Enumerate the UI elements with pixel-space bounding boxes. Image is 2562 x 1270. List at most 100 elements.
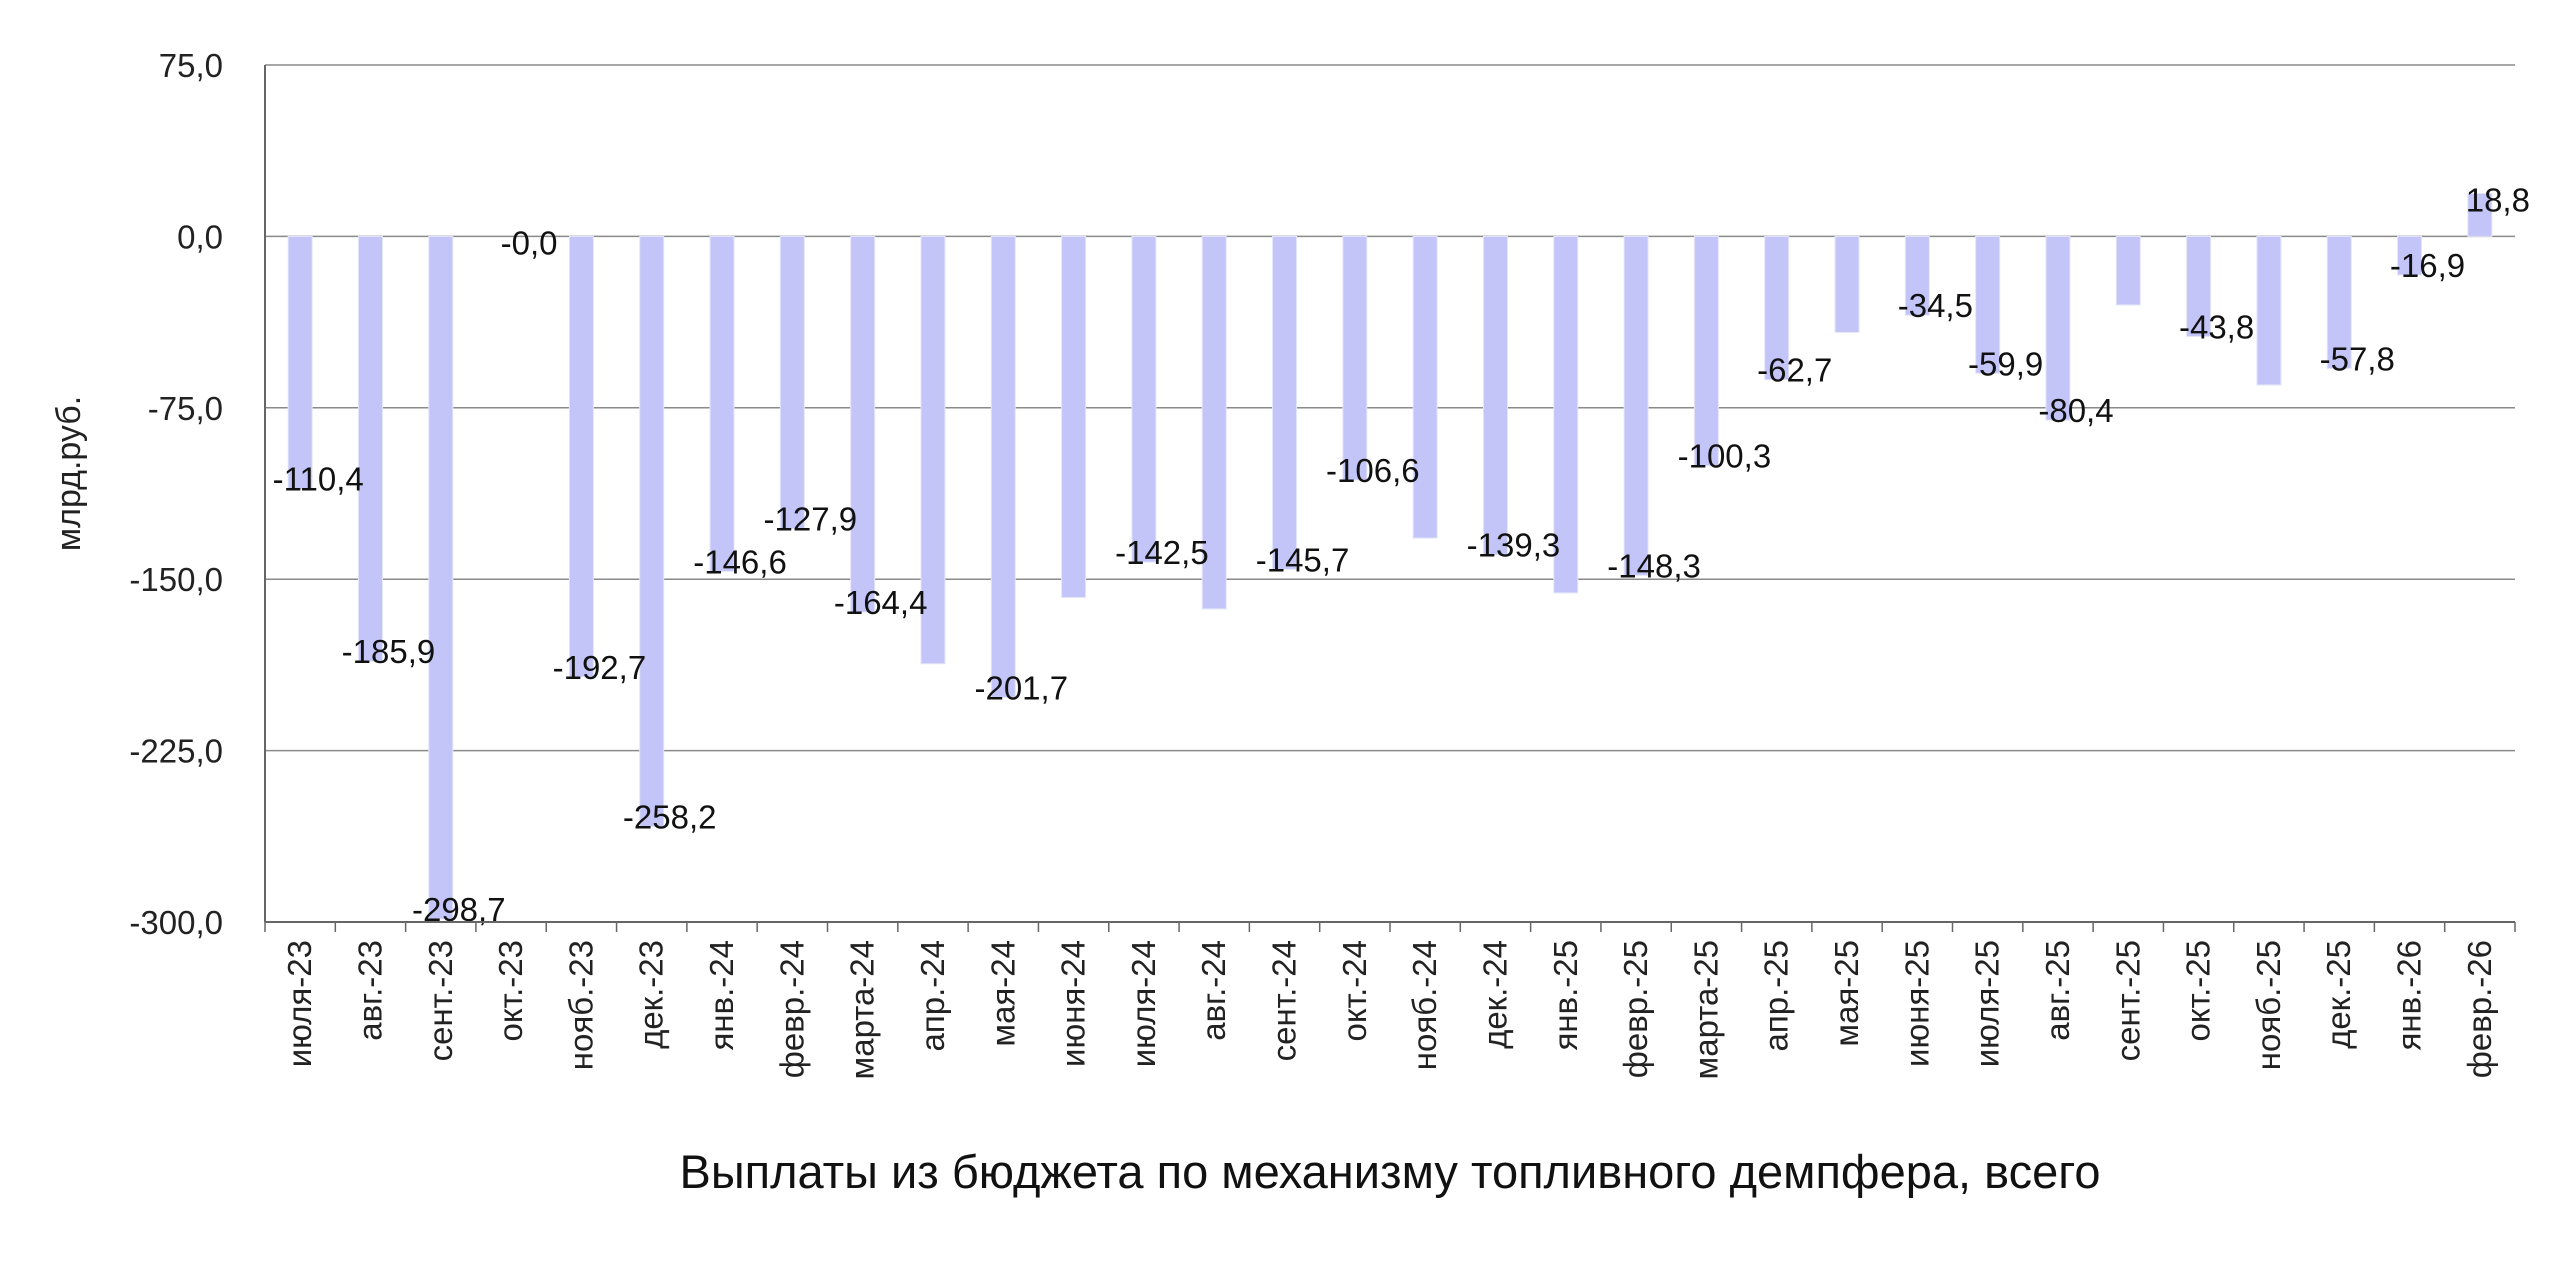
x-tick-label: окт.-23 [492,940,529,1041]
bar [990,235,1016,698]
data-label: -16,9 [2390,247,2465,284]
gridlines [265,64,2515,752]
bar [2256,235,2282,386]
bar [2397,235,2423,276]
data-label: -146,6 [693,543,787,580]
data-label: -185,9 [342,633,436,670]
bar [709,235,735,572]
data-label: -62,7 [1757,352,1832,389]
x-tick-label: сент.-25 [2109,940,2146,1061]
bar [1834,235,1860,333]
chart-caption: Выплаты из бюджета по механизму топливно… [680,1145,2101,1198]
x-tick-label: окт.-25 [2180,940,2217,1041]
x-tick-label: дек.-23 [633,940,670,1049]
y-tick-label: 75,0 [159,47,223,84]
data-label: -0,0 [501,224,558,261]
bar [357,235,383,662]
data-label: -57,8 [2320,340,2395,377]
x-tick-label: февр.-26 [2461,940,2498,1078]
bar [920,235,946,665]
bar [1342,235,1368,481]
x-tick-label: нояб.-25 [2250,940,2287,1070]
data-label: -43,8 [2179,308,2254,345]
bar [2467,192,2493,237]
y-axis-ticks: 75,0 0,0 -75,0 -150,0 -225,0 -300,0 [129,47,223,941]
bar [2326,235,2352,369]
y-axis-title: млрд.руб. [50,396,88,551]
x-tick-label: сент.-23 [422,940,459,1061]
bar [428,235,454,920]
x-tick-label: авг.-24 [1195,940,1232,1041]
data-label: -100,3 [1678,438,1772,475]
data-label: -148,3 [1607,547,1701,584]
bar [2045,235,2071,421]
y-tick-label: -150,0 [129,561,223,598]
y-tick-label: -75,0 [148,390,223,427]
x-tick-label: нояб.-23 [562,940,599,1070]
bar [1623,235,1649,576]
data-label: -258,2 [623,798,717,835]
data-label: -139,3 [1467,527,1561,564]
x-tick-label: июля-24 [1125,940,1162,1067]
x-tick-label: мая-25 [1828,940,1865,1047]
x-tick-label: авг.-23 [351,940,388,1041]
bar [287,235,313,490]
x-tick-label: янв.-26 [2391,940,2428,1051]
bar [1272,235,1298,570]
data-label: 18,8 [2466,181,2530,218]
data-label: -34,5 [1898,287,1973,324]
y-tick-label: 0,0 [177,218,223,255]
x-tick-label: янв.-24 [703,940,740,1051]
bar [2186,235,2212,337]
x-tick-label: февр.-25 [1617,940,1654,1078]
y-tick-label: -225,0 [129,733,223,770]
bar [779,235,805,530]
bar [1553,235,1579,594]
bar [1061,235,1087,598]
x-tick-label: янв.-25 [1547,940,1584,1051]
bar [1693,235,1719,467]
bar [568,235,594,678]
x-tick-label: июня-24 [1055,940,1092,1067]
x-tick-label: дек.-25 [2320,940,2357,1049]
data-label: -80,4 [2038,392,2113,429]
x-axis-ticks: июля-23 авг.-23 сент.-23 окт.-23 нояб.-23 дек… [264,922,2516,1079]
x-tick-label: сент.-24 [1266,940,1303,1061]
bar [850,235,876,613]
bar [1412,235,1438,539]
x-tick-label: марта-24 [844,940,881,1079]
bar [1764,235,1790,381]
data-label: -127,9 [764,501,858,538]
x-tick-label: мая-24 [984,940,1021,1047]
bar [1482,235,1508,556]
bars [287,192,2493,920]
x-tick-label: июля-23 [281,940,318,1067]
x-tick-label: апр.-24 [914,940,951,1051]
data-label: -201,7 [974,669,1068,706]
data-label: -192,7 [553,649,647,686]
x-tick-label: окт.-24 [1336,940,1373,1041]
data-label: -110,4 [273,461,364,498]
bar [1201,235,1227,610]
x-tick-label: апр.-25 [1758,940,1795,1051]
y-tick-label: -300,0 [129,904,223,941]
bar [1975,235,2001,374]
bar [1131,235,1157,563]
x-tick-label: марта-25 [1687,940,1724,1079]
bar [639,235,665,827]
bar [2115,235,2141,306]
x-tick-label: февр.-24 [773,940,810,1078]
data-label: -106,6 [1326,452,1420,489]
data-label: -145,7 [1256,541,1350,578]
bar [1904,235,1930,316]
data-label: -142,5 [1115,534,1209,571]
x-tick-label: июня-25 [1898,940,1935,1067]
x-tick-label: дек.-24 [1476,940,1513,1049]
data-labels: -110,4-185,9-298,7-0,0-192,7-258,2-146,6… [273,181,2530,928]
data-label: -59,9 [1968,345,2043,382]
x-tick-label: июля-25 [1969,940,2006,1067]
x-tick-label: нояб.-24 [1406,940,1443,1070]
x-tick-label: авг.-25 [2039,940,2076,1041]
data-label: -164,4 [834,584,928,621]
